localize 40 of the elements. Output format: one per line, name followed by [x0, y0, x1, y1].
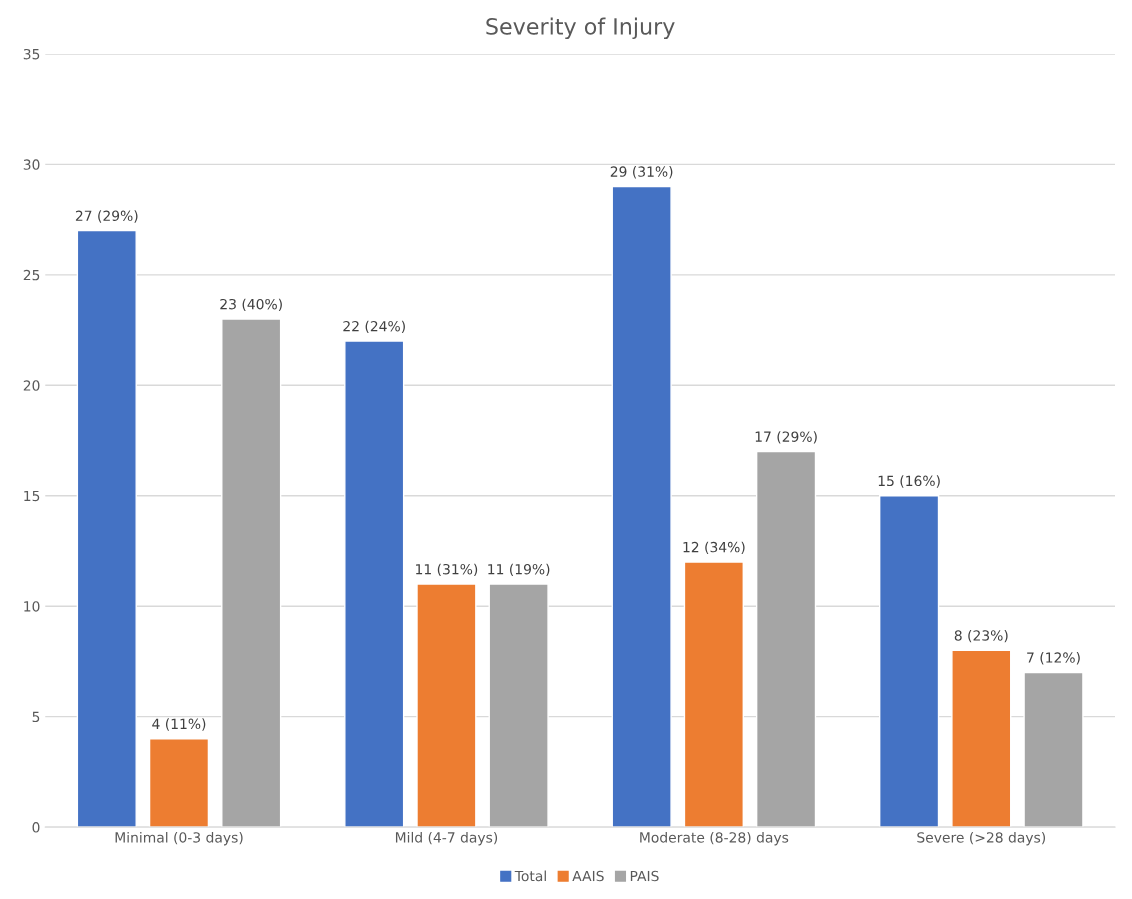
y-tick-label: 25	[23, 269, 40, 281]
y-tick-label: 0	[32, 822, 40, 833]
bar	[488, 583, 549, 828]
y-tick-label: 20	[23, 380, 40, 391]
bar	[755, 450, 817, 828]
bar	[344, 340, 405, 828]
bar	[1023, 671, 1084, 828]
y-tick-label: 30	[23, 159, 40, 170]
legend-label: AAIS	[572, 870, 604, 882]
x-tick-label: Moderate (8-28) days	[640, 831, 789, 846]
data-label: 12 (34%)	[683, 541, 745, 554]
legend-label: Total	[514, 870, 546, 882]
data-label: 27 (29%)	[75, 210, 138, 223]
data-label: 7 (12%)	[1027, 652, 1080, 665]
bar	[148, 738, 210, 828]
bar	[683, 561, 744, 828]
y-tick-label: 10	[24, 601, 40, 612]
bar	[611, 185, 672, 828]
bar	[416, 583, 477, 828]
data-label: 15 (16%)	[878, 475, 940, 488]
y-tick-label: 35	[23, 48, 40, 60]
y-tick-label: 5	[32, 711, 40, 723]
data-label: 11 (31%)	[416, 563, 478, 577]
x-tick-label: Minimal (0-3 days)	[115, 831, 243, 846]
data-label: 29 (31%)	[610, 166, 673, 179]
bar	[878, 495, 940, 828]
bar	[221, 318, 282, 828]
data-label: 8 (23%)	[954, 629, 1008, 643]
bar	[76, 229, 137, 828]
legend-label: PAIS	[630, 870, 659, 882]
data-label: 4 (11%)	[152, 718, 206, 731]
data-label: 17 (29%)	[755, 431, 817, 444]
x-tick-label: Mild (4-7 days)	[395, 831, 498, 846]
y-tick-label: 15	[24, 490, 40, 502]
bar	[951, 649, 1012, 828]
data-label: 11 (19%)	[488, 563, 550, 577]
x-tick-label: Severe (>28 days)	[917, 831, 1046, 846]
data-label: 23 (40%)	[220, 298, 282, 312]
data-label: 22 (24%)	[343, 320, 405, 334]
chart-title: Severity of Injury	[486, 17, 675, 40]
